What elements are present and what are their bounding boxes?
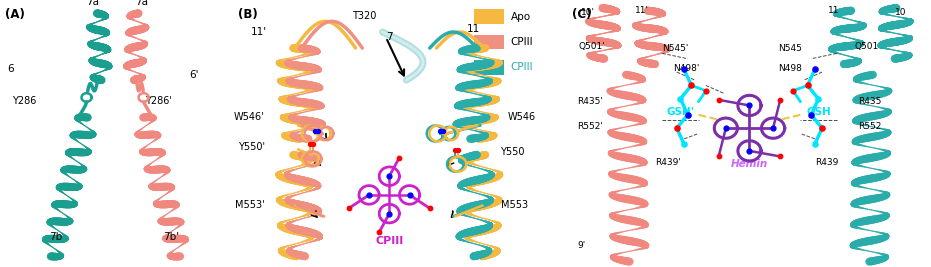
Point [773,98,788,102]
Text: R439': R439' [655,158,681,167]
Point [803,113,818,117]
Point [711,98,726,102]
Text: 7b': 7b' [163,232,179,242]
Point [361,193,376,197]
Point [773,154,788,159]
Text: 11: 11 [828,6,839,15]
Text: Q501: Q501 [855,42,879,51]
Text: CPIII: CPIII [510,62,533,72]
Point [765,126,780,130]
Text: N498': N498' [673,64,699,73]
Point [448,147,463,152]
Text: M553: M553 [501,200,528,210]
Text: Y286: Y286 [11,96,36,107]
Point [342,206,357,210]
Point [800,83,815,88]
Point [669,126,684,130]
Text: CPIII: CPIII [510,37,533,47]
Text: N545: N545 [778,44,803,53]
Text: Hemin: Hemin [731,159,768,169]
Text: GSH: GSH [806,107,830,117]
Text: 7: 7 [386,32,393,42]
Text: Y550': Y550' [237,142,264,151]
Text: W546: W546 [507,112,535,122]
Text: Y286': Y286' [145,96,172,107]
Point [742,149,757,153]
Text: T320: T320 [352,11,377,21]
Text: 6': 6' [189,70,199,80]
Point [698,89,713,93]
Point [308,129,323,133]
Point [673,97,688,101]
Text: R552: R552 [858,122,882,131]
Text: W546': W546' [234,112,264,122]
Point [451,147,466,152]
Point [681,113,695,117]
Point [807,67,822,72]
Point [423,206,438,210]
Text: R435: R435 [858,97,882,106]
Point [436,129,451,133]
Point [719,126,734,130]
Text: M553': M553' [235,200,264,210]
Text: 10': 10' [581,7,595,17]
Point [811,97,826,101]
Text: (B): (B) [237,8,257,21]
Point [684,83,699,88]
Text: Apo: Apo [510,11,531,22]
Point [371,230,386,234]
Text: 6: 6 [7,64,14,74]
Text: Q501': Q501' [579,42,605,51]
Point [677,142,692,146]
FancyBboxPatch shape [474,60,504,75]
Point [303,142,317,146]
Point [311,129,326,133]
Point [815,126,830,130]
Point [382,174,397,178]
Point [382,211,397,216]
Text: GSH': GSH' [667,107,695,117]
Text: N498: N498 [778,64,803,73]
Text: R439: R439 [815,158,838,167]
Text: N545': N545' [662,44,689,53]
Text: 11: 11 [466,24,480,34]
Point [402,193,417,197]
FancyBboxPatch shape [474,35,504,49]
Point [807,142,822,146]
Text: Y550: Y550 [501,147,525,157]
Text: CPIII: CPIII [375,236,403,246]
Text: 7a': 7a' [135,0,151,7]
Point [711,154,726,159]
Point [305,142,320,146]
Point [786,89,801,93]
Text: 7b: 7b [48,232,62,242]
Text: R435': R435' [577,97,603,106]
Point [392,155,407,160]
Point [742,103,757,108]
Text: (A): (A) [5,8,24,21]
Point [677,67,692,72]
Text: 10: 10 [895,7,906,17]
Text: 11': 11' [635,6,649,15]
Text: (C): (C) [572,8,591,21]
Text: R552': R552' [577,122,603,131]
Text: 11': 11' [251,27,267,37]
Text: 9': 9' [577,241,586,250]
Point [433,129,448,133]
Text: 7a: 7a [86,0,99,7]
FancyBboxPatch shape [474,9,504,24]
